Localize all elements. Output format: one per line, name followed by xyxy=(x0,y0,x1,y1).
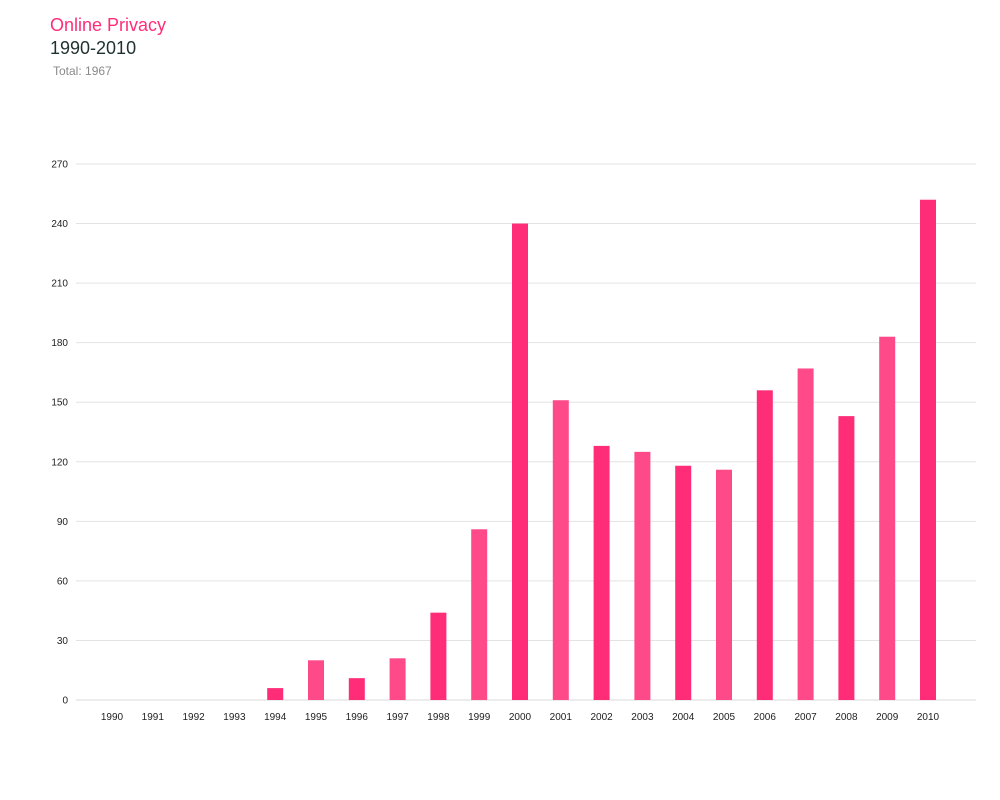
x-tick-label: 1995 xyxy=(305,712,328,723)
bar-1994[interactable] xyxy=(267,688,284,700)
x-tick-label: 1993 xyxy=(223,712,246,723)
bar-2001[interactable] xyxy=(552,400,569,700)
bar-2008[interactable] xyxy=(838,416,855,700)
x-tick-label: 2005 xyxy=(713,712,736,723)
y-tick-label: 150 xyxy=(51,398,68,409)
bar-1997[interactable] xyxy=(389,658,406,700)
x-tick-label: 2007 xyxy=(794,712,817,723)
x-tick-label: 2008 xyxy=(835,712,858,723)
x-tick-label: 1990 xyxy=(101,712,124,723)
bar-1999[interactable] xyxy=(471,529,488,700)
y-tick-label: 120 xyxy=(51,457,68,468)
x-axis-ticks: 1990 1991 1992 1993 1994 1995 1996 1997 1998 1999… xyxy=(101,712,940,723)
chart-subtitle: 1990-2010 xyxy=(50,38,137,58)
x-tick-label: 1992 xyxy=(182,712,205,723)
bar-2000[interactable] xyxy=(512,223,528,701)
x-tick-label: 2006 xyxy=(754,712,777,723)
bar-2006[interactable] xyxy=(756,390,773,700)
y-tick-label: 0 xyxy=(62,696,68,707)
x-tick-label: 1996 xyxy=(346,712,369,723)
y-tick-label: 270 xyxy=(51,160,68,171)
x-tick-label: 2002 xyxy=(590,712,613,723)
bars xyxy=(267,199,936,701)
bar-2003[interactable] xyxy=(634,451,651,700)
y-tick-label: 240 xyxy=(51,219,68,230)
x-tick-label: 2003 xyxy=(631,712,654,723)
bar-1998[interactable] xyxy=(430,612,447,700)
bar-1995[interactable] xyxy=(308,660,324,700)
bar-2010[interactable] xyxy=(920,199,936,700)
bar-2009[interactable] xyxy=(879,336,896,700)
x-tick-label: 2010 xyxy=(917,712,940,723)
y-tick-label: 210 xyxy=(51,279,68,290)
x-tick-label: 1998 xyxy=(427,712,450,723)
bar-2004[interactable] xyxy=(675,465,692,700)
y-tick-label: 90 xyxy=(57,517,69,528)
y-axis-ticks: 0 30 60 90 120 150 180 210 240 270 xyxy=(51,160,68,707)
bar-2005[interactable] xyxy=(716,469,732,700)
x-tick-label: 2001 xyxy=(550,712,573,723)
bar-2007[interactable] xyxy=(797,368,814,700)
bar-2002[interactable] xyxy=(593,445,610,700)
y-tick-label: 30 xyxy=(57,636,69,647)
x-tick-label: 1997 xyxy=(386,712,409,723)
bar-1996[interactable] xyxy=(348,678,365,700)
y-tick-label: 60 xyxy=(57,576,69,587)
x-tick-label: 1999 xyxy=(468,712,491,723)
x-tick-label: 1994 xyxy=(264,712,287,723)
x-tick-label: 2009 xyxy=(876,712,899,723)
chart-total: Total: 1967 xyxy=(53,64,112,78)
y-tick-label: 180 xyxy=(51,338,68,349)
x-tick-label: 2004 xyxy=(672,712,695,723)
x-tick-label: 2000 xyxy=(509,712,532,723)
x-tick-label: 1991 xyxy=(142,712,165,723)
chart-title: Online Privacy xyxy=(50,15,167,35)
